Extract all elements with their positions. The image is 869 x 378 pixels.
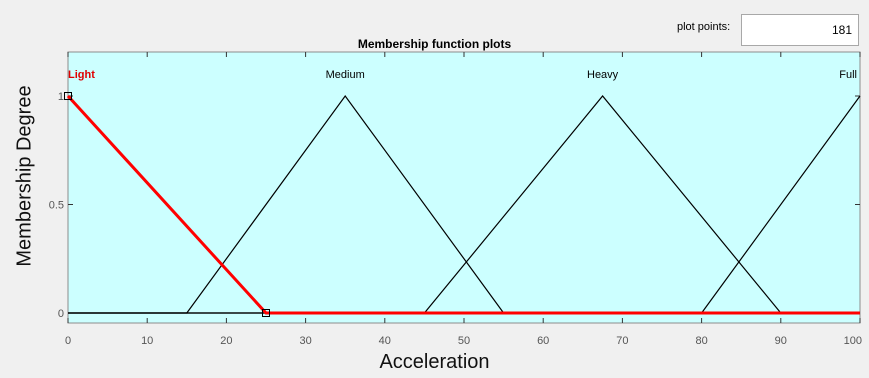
mf-label-light[interactable]: Light (68, 69, 95, 81)
x-tick-label: 100 (844, 335, 862, 347)
x-tick-label: 30 (299, 335, 311, 347)
x-tick-label: 80 (695, 335, 707, 347)
x-tick-label: 60 (537, 335, 549, 347)
x-tick-label: 0 (65, 335, 71, 347)
plot-points-input[interactable] (741, 14, 859, 46)
plot-points-label: plot points: (677, 21, 731, 33)
y-tick-label: 0.5 (49, 200, 64, 212)
y-tick-label: 0 (58, 308, 64, 320)
y-tick-label: 1 (58, 91, 64, 103)
mf-label-heavy[interactable]: Heavy (587, 69, 619, 81)
x-tick-label: 50 (458, 335, 470, 347)
plot-area[interactable] (67, 51, 861, 324)
x-tick-label: 10 (141, 335, 153, 347)
y-axis-label: Membership Degree (13, 85, 36, 267)
x-axis-label: Acceleration (379, 351, 490, 373)
mf-label-medium[interactable]: Medium (326, 69, 365, 81)
mf-label-full[interactable]: Full (839, 69, 857, 81)
mf-line-light[interactable] (66, 94, 860, 315)
mf-vertex-handle[interactable] (64, 92, 72, 100)
x-tick-label: 20 (220, 335, 232, 347)
x-tick-label: 70 (616, 335, 628, 347)
x-tick-label: 40 (379, 335, 391, 347)
x-tick-label: 90 (775, 335, 787, 347)
plot-title: Membership function plots (357, 37, 512, 51)
mf-vertex-handle[interactable] (262, 309, 270, 317)
